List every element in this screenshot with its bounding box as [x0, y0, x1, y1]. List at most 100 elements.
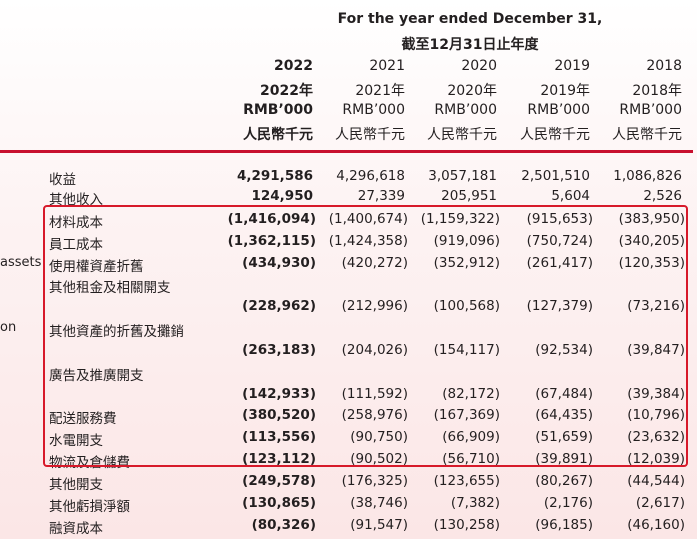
- row-label: 廣告及推廣開支: [49, 368, 144, 384]
- cell-value: (80,267): [535, 473, 593, 489]
- column-header-year: 2018: [646, 58, 682, 74]
- cell-value: (39,891): [535, 451, 593, 467]
- cell-value: (67,484): [535, 386, 593, 402]
- cell-value: (167,369): [433, 407, 500, 423]
- cell-value: (263,183): [242, 342, 316, 358]
- cell-value: (1,400,674): [328, 211, 408, 227]
- cell-value: 205,951: [441, 188, 497, 204]
- row-label: 收益: [49, 172, 76, 188]
- cell-value: (1,424,358): [328, 233, 408, 249]
- column-header-year-zh: 2019年: [540, 83, 590, 99]
- column-header-year-zh: 2018年: [632, 83, 682, 99]
- cell-value: (113,556): [242, 429, 316, 445]
- cell-value: (12,039): [627, 451, 685, 467]
- row-label: 員工成本: [49, 237, 103, 253]
- cell-value: (90,502): [350, 451, 408, 467]
- cell-value: (249,578): [242, 473, 316, 489]
- column-header-unit: RMB’000: [342, 102, 405, 118]
- cell-value: (23,632): [627, 429, 685, 445]
- cell-value: 2,526: [643, 188, 682, 204]
- cell-value: (915,653): [526, 211, 593, 227]
- cell-value: (228,962): [242, 298, 316, 314]
- cell-value: (38,746): [350, 495, 408, 511]
- cell-value: (7,382): [450, 495, 500, 511]
- cell-value: (73,216): [627, 298, 685, 314]
- header-title-en: For the year ended December 31,: [337, 11, 603, 27]
- cell-value: (39,384): [627, 386, 685, 402]
- cell-value: (1,362,115): [227, 233, 316, 249]
- highlight-box: [43, 205, 688, 467]
- cell-value: (212,996): [341, 298, 408, 314]
- cell-value: 5,604: [551, 188, 590, 204]
- cell-value: (142,933): [242, 386, 316, 402]
- column-header-unit-zh: 人民幣千元: [335, 127, 405, 143]
- cell-value: (82,172): [442, 386, 500, 402]
- cell-value: (258,976): [341, 407, 408, 423]
- cell-value: 1,086,826: [613, 168, 682, 184]
- cell-value: (130,258): [433, 517, 500, 533]
- row-label: 物流及倉儲費: [49, 455, 130, 471]
- cell-value: (919,096): [433, 233, 500, 249]
- column-header-year-zh: 2022年: [260, 83, 313, 99]
- row-label: 融資成本: [49, 521, 103, 537]
- cell-value: 124,950: [251, 188, 314, 204]
- cell-value: (1,159,322): [420, 211, 500, 227]
- column-header-year-zh: 2021年: [355, 83, 405, 99]
- cell-value: (261,417): [526, 255, 593, 271]
- cell-value: (44,544): [627, 473, 685, 489]
- side-fragment: on: [0, 320, 17, 335]
- cell-value: (123,112): [242, 451, 316, 467]
- row-label: 其他虧損淨額: [49, 499, 130, 515]
- cell-value: (46,160): [627, 517, 685, 533]
- side-fragment: assets: [0, 255, 42, 270]
- column-header-year: 2019: [554, 58, 590, 74]
- cell-value: (111,592): [341, 386, 408, 402]
- cell-value: (127,379): [526, 298, 593, 314]
- column-header-unit: RMB’000: [527, 102, 590, 118]
- cell-value: (10,796): [627, 407, 685, 423]
- cell-value: (92,534): [535, 342, 593, 358]
- row-label: 水電開支: [49, 433, 103, 449]
- cell-value: (51,659): [535, 429, 593, 445]
- cell-value: (420,272): [341, 255, 408, 271]
- cell-value: (120,353): [618, 255, 685, 271]
- column-header-unit-zh: 人民幣千元: [427, 127, 497, 143]
- column-header-unit: RMB’000: [619, 102, 682, 118]
- cell-value: (2,617): [635, 495, 685, 511]
- cell-value: (154,117): [433, 342, 500, 358]
- row-label: 使用權資產折舊: [49, 259, 144, 275]
- cell-value: 4,296,618: [336, 168, 405, 184]
- row-label: 其他租金及相關開支: [49, 280, 171, 296]
- cell-value: (56,710): [442, 451, 500, 467]
- column-header-year: 2020: [461, 58, 497, 74]
- cell-value: 2,501,510: [521, 168, 590, 184]
- cell-value: (91,547): [350, 517, 408, 533]
- cell-value: (123,655): [433, 473, 500, 489]
- header-title-zh: 截至12月31日止年度: [401, 37, 539, 53]
- cell-value: (66,909): [442, 429, 500, 445]
- column-header-year: 2021: [369, 58, 405, 74]
- header-divider: [0, 150, 693, 153]
- column-header-year: 2022: [274, 58, 313, 74]
- row-label: 其他資產的折舊及攤銷: [49, 324, 184, 340]
- column-header-year-zh: 2020年: [447, 83, 497, 99]
- cell-value: (90,750): [350, 429, 408, 445]
- column-header-unit: RMB’000: [243, 102, 313, 118]
- cell-value: 27,339: [357, 188, 405, 204]
- cell-value: (340,205): [618, 233, 685, 249]
- cell-value: (130,865): [242, 495, 316, 511]
- cell-value: (380,520): [242, 407, 316, 423]
- cell-value: (434,930): [242, 255, 316, 271]
- cell-value: (96,185): [535, 517, 593, 533]
- cell-value: (2,176): [543, 495, 593, 511]
- column-header-unit-zh: 人民幣千元: [243, 127, 313, 143]
- cell-value: (39,847): [627, 342, 685, 358]
- row-label: 材料成本: [49, 215, 103, 231]
- cell-value: (383,950): [618, 211, 685, 227]
- column-header-unit-zh: 人民幣千元: [612, 127, 682, 143]
- cell-value: 3,057,181: [428, 168, 497, 184]
- cell-value: (352,912): [433, 255, 500, 271]
- column-header-unit: RMB’000: [434, 102, 497, 118]
- row-label: 其他開支: [49, 477, 103, 493]
- cell-value: (64,435): [535, 407, 593, 423]
